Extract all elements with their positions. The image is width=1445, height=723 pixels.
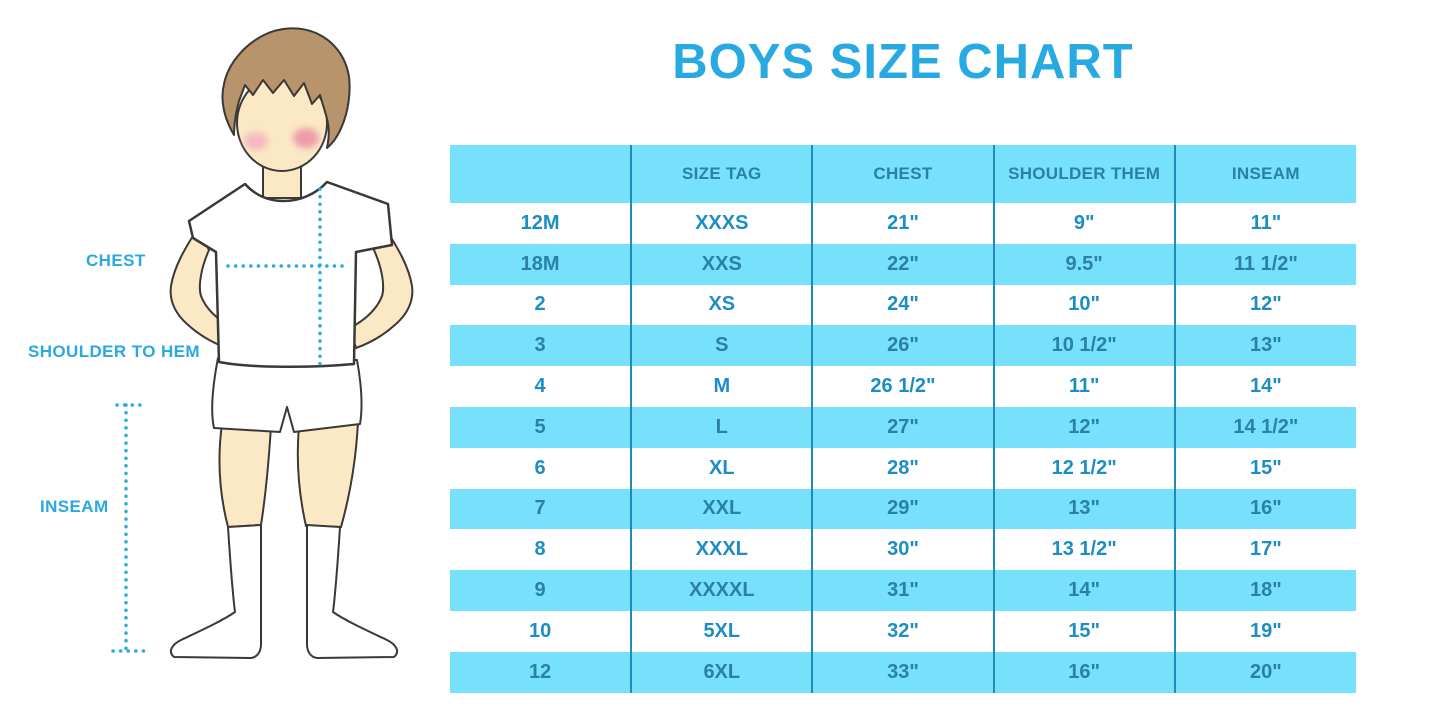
table-cell: 19" xyxy=(1173,610,1356,652)
table-cell: 12" xyxy=(1173,284,1356,326)
table-cell: 13" xyxy=(992,488,1175,530)
table-cell: 14" xyxy=(1173,366,1356,407)
table-cell: 27" xyxy=(811,406,994,448)
table-cell: 12M xyxy=(450,203,632,244)
table-cell: XXXS xyxy=(630,203,813,244)
table-cell: 33" xyxy=(811,651,994,693)
column-header-inseam: INSEAM xyxy=(1173,145,1356,203)
boy-tshirt xyxy=(187,180,394,369)
table-cell: 3 xyxy=(450,325,632,367)
table-cell: 29" xyxy=(811,488,994,530)
table-cell: 2 xyxy=(450,284,632,326)
table-cell: 5 xyxy=(450,406,632,448)
boy-illustration xyxy=(111,27,414,659)
table-row: 4 M 26 1/2" 11" 14" xyxy=(450,366,1356,407)
table-cell: 10 1/2" xyxy=(992,325,1175,367)
table-cell: 26" xyxy=(811,325,994,367)
table-cell: 16" xyxy=(1173,488,1356,530)
table-row: 2 XS 24" 10" 12" xyxy=(450,284,1356,326)
boy-blush-left xyxy=(244,132,268,150)
table-row: 12 6XL 33" 16" 20" xyxy=(450,651,1356,693)
table-cell: 28" xyxy=(811,447,994,489)
column-header-size-tag: SIZE TAG xyxy=(630,145,813,203)
table-cell: 21" xyxy=(811,203,994,244)
table-cell: XXXL xyxy=(630,529,813,571)
inseam-label: INSEAM xyxy=(40,497,109,516)
boy-right-leg xyxy=(296,420,360,529)
column-header-shoulder-hem: SHOULDER THEM xyxy=(992,145,1175,203)
table-cell: XXL xyxy=(630,488,813,530)
table-cell: 9.5" xyxy=(992,243,1175,285)
table-cell: 16" xyxy=(992,651,1175,693)
header-row: SIZE TAG CHEST SHOULDER THEM INSEAM xyxy=(450,145,1356,203)
table-cell: 6XL xyxy=(630,651,813,693)
table-cell: 5XL xyxy=(630,610,813,652)
table-cell: 14 1/2" xyxy=(1173,406,1356,448)
boy-left-sock xyxy=(169,524,262,659)
table-cell: XXS xyxy=(630,243,813,285)
table-cell: 4 xyxy=(450,366,632,407)
page-title: BOYS SIZE CHART xyxy=(672,35,1134,89)
table-row: 10 5XL 32" 15" 19" xyxy=(450,610,1356,652)
table-cell: 18M xyxy=(450,243,632,285)
table-cell: 11" xyxy=(1173,203,1356,244)
table-row: 6 XL 28" 12 1/2" 15" xyxy=(450,447,1356,489)
table-cell: 30" xyxy=(811,529,994,571)
table-cell: 13" xyxy=(1173,325,1356,367)
table-cell: 12 1/2" xyxy=(992,447,1175,489)
chest-label: CHEST xyxy=(86,251,146,270)
table-row: 5 L 27" 12" 14 1/2" xyxy=(450,406,1356,448)
table-cell: M xyxy=(630,366,813,407)
table-cell: 9" xyxy=(992,203,1175,244)
table-cell: 15" xyxy=(992,610,1175,652)
table-cell: 11" xyxy=(992,366,1175,407)
table-cell: 11 1/2" xyxy=(1173,243,1356,285)
table-cell: 8 xyxy=(450,529,632,571)
boy-hair xyxy=(221,27,351,149)
table-cell: XS xyxy=(630,284,813,326)
table-cell: 22" xyxy=(811,243,994,285)
table-cell: 10" xyxy=(992,284,1175,326)
table-cell: 15" xyxy=(1173,447,1356,489)
table-cell: 12 xyxy=(450,651,632,693)
corner-header xyxy=(450,145,632,203)
table-row: 12M XXXS 21" 9" 11" xyxy=(450,203,1356,244)
boy-left-leg xyxy=(218,422,273,529)
table-row: 3 S 26" 10 1/2" 13" xyxy=(450,325,1356,367)
table-cell: 32" xyxy=(811,610,994,652)
table-cell: 7 xyxy=(450,488,632,530)
table-cell: 31" xyxy=(811,570,994,611)
table-cell: 9 xyxy=(450,570,632,611)
table-cell: S xyxy=(630,325,813,367)
boy-right-arm xyxy=(349,227,414,349)
table-cell: 13 1/2" xyxy=(992,529,1175,571)
table-cell: L xyxy=(630,406,813,448)
table-cell: 18" xyxy=(1173,570,1356,611)
table-cell: 20" xyxy=(1173,651,1356,693)
boy-shorts xyxy=(211,357,363,433)
table-cell: XXXXL xyxy=(630,570,813,611)
boy-right-sock xyxy=(305,524,399,659)
table-cell: XL xyxy=(630,447,813,489)
table-cell: 12" xyxy=(992,406,1175,448)
table-cell: 26 1/2" xyxy=(811,366,994,407)
size-table-header: SIZE TAG CHEST SHOULDER THEM INSEAM xyxy=(450,145,1356,203)
shoulder-to-hem-label: SHOULDER TO HEM xyxy=(28,342,200,361)
table-row: 18M XXS 22" 9.5" 11 1/2" xyxy=(450,243,1356,285)
table-row: 8 XXXL 30" 13 1/2" 17" xyxy=(450,529,1356,571)
boy-blush-right xyxy=(293,128,319,148)
column-header-chest: CHEST xyxy=(811,145,994,203)
size-table: SIZE TAG CHEST SHOULDER THEM INSEAM 12M X… xyxy=(450,145,1356,693)
table-cell: 17" xyxy=(1173,529,1356,571)
table-cell: 6 xyxy=(450,447,632,489)
table-cell: 10 xyxy=(450,610,632,652)
table-cell: 14" xyxy=(992,570,1175,611)
table-row: 9 XXXXL 31" 14" 18" xyxy=(450,570,1356,611)
table-cell: 24" xyxy=(811,284,994,326)
table-row: 7 XXL 29" 13" 16" xyxy=(450,488,1356,530)
size-table-body: 12M XXXS 21" 9" 11" 18M XXS 22" 9.5" 11 1/2" 2 XS 24… xyxy=(450,203,1356,693)
